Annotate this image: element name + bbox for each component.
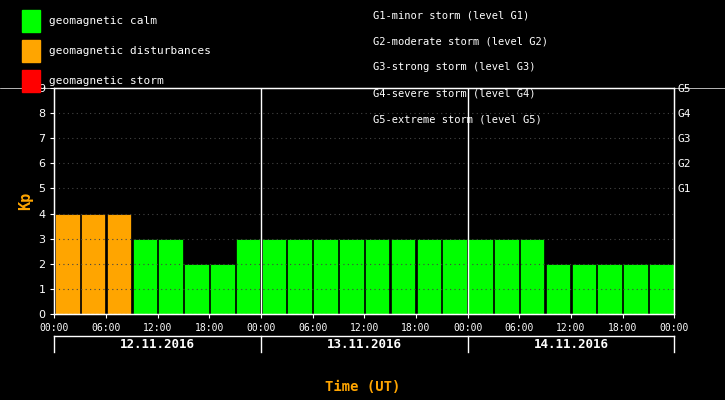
Bar: [133, 239, 157, 314]
Text: geomagnetic disturbances: geomagnetic disturbances: [49, 46, 210, 56]
Bar: [597, 264, 622, 314]
Text: G3-strong storm (level G3): G3-strong storm (level G3): [373, 62, 536, 72]
Bar: [107, 214, 131, 314]
Bar: [391, 239, 415, 314]
Text: G1-minor storm (level G1): G1-minor storm (level G1): [373, 10, 530, 20]
Bar: [468, 239, 493, 314]
Bar: [184, 264, 209, 314]
Bar: [236, 239, 260, 314]
Text: G4-severe storm (level G4): G4-severe storm (level G4): [373, 88, 536, 98]
Bar: [210, 264, 234, 314]
Bar: [313, 239, 338, 314]
Bar: [546, 264, 571, 314]
Bar: [649, 264, 674, 314]
Bar: [624, 264, 647, 314]
Bar: [365, 239, 389, 314]
Bar: [417, 239, 441, 314]
Bar: [262, 239, 286, 314]
Text: G2-moderate storm (level G2): G2-moderate storm (level G2): [373, 36, 548, 46]
Bar: [158, 239, 183, 314]
Bar: [571, 264, 596, 314]
Text: geomagnetic calm: geomagnetic calm: [49, 16, 157, 26]
Text: 12.11.2016: 12.11.2016: [120, 338, 195, 350]
Bar: [55, 214, 80, 314]
Text: G5-extreme storm (level G5): G5-extreme storm (level G5): [373, 114, 542, 124]
Text: 14.11.2016: 14.11.2016: [534, 338, 608, 350]
Bar: [288, 239, 312, 314]
Bar: [520, 239, 544, 314]
Text: Time (UT): Time (UT): [325, 380, 400, 394]
Bar: [81, 214, 105, 314]
Bar: [442, 239, 467, 314]
Bar: [339, 239, 364, 314]
Text: 13.11.2016: 13.11.2016: [327, 338, 402, 350]
Text: geomagnetic storm: geomagnetic storm: [49, 76, 163, 86]
Y-axis label: Kp: Kp: [17, 192, 33, 210]
Bar: [494, 239, 518, 314]
